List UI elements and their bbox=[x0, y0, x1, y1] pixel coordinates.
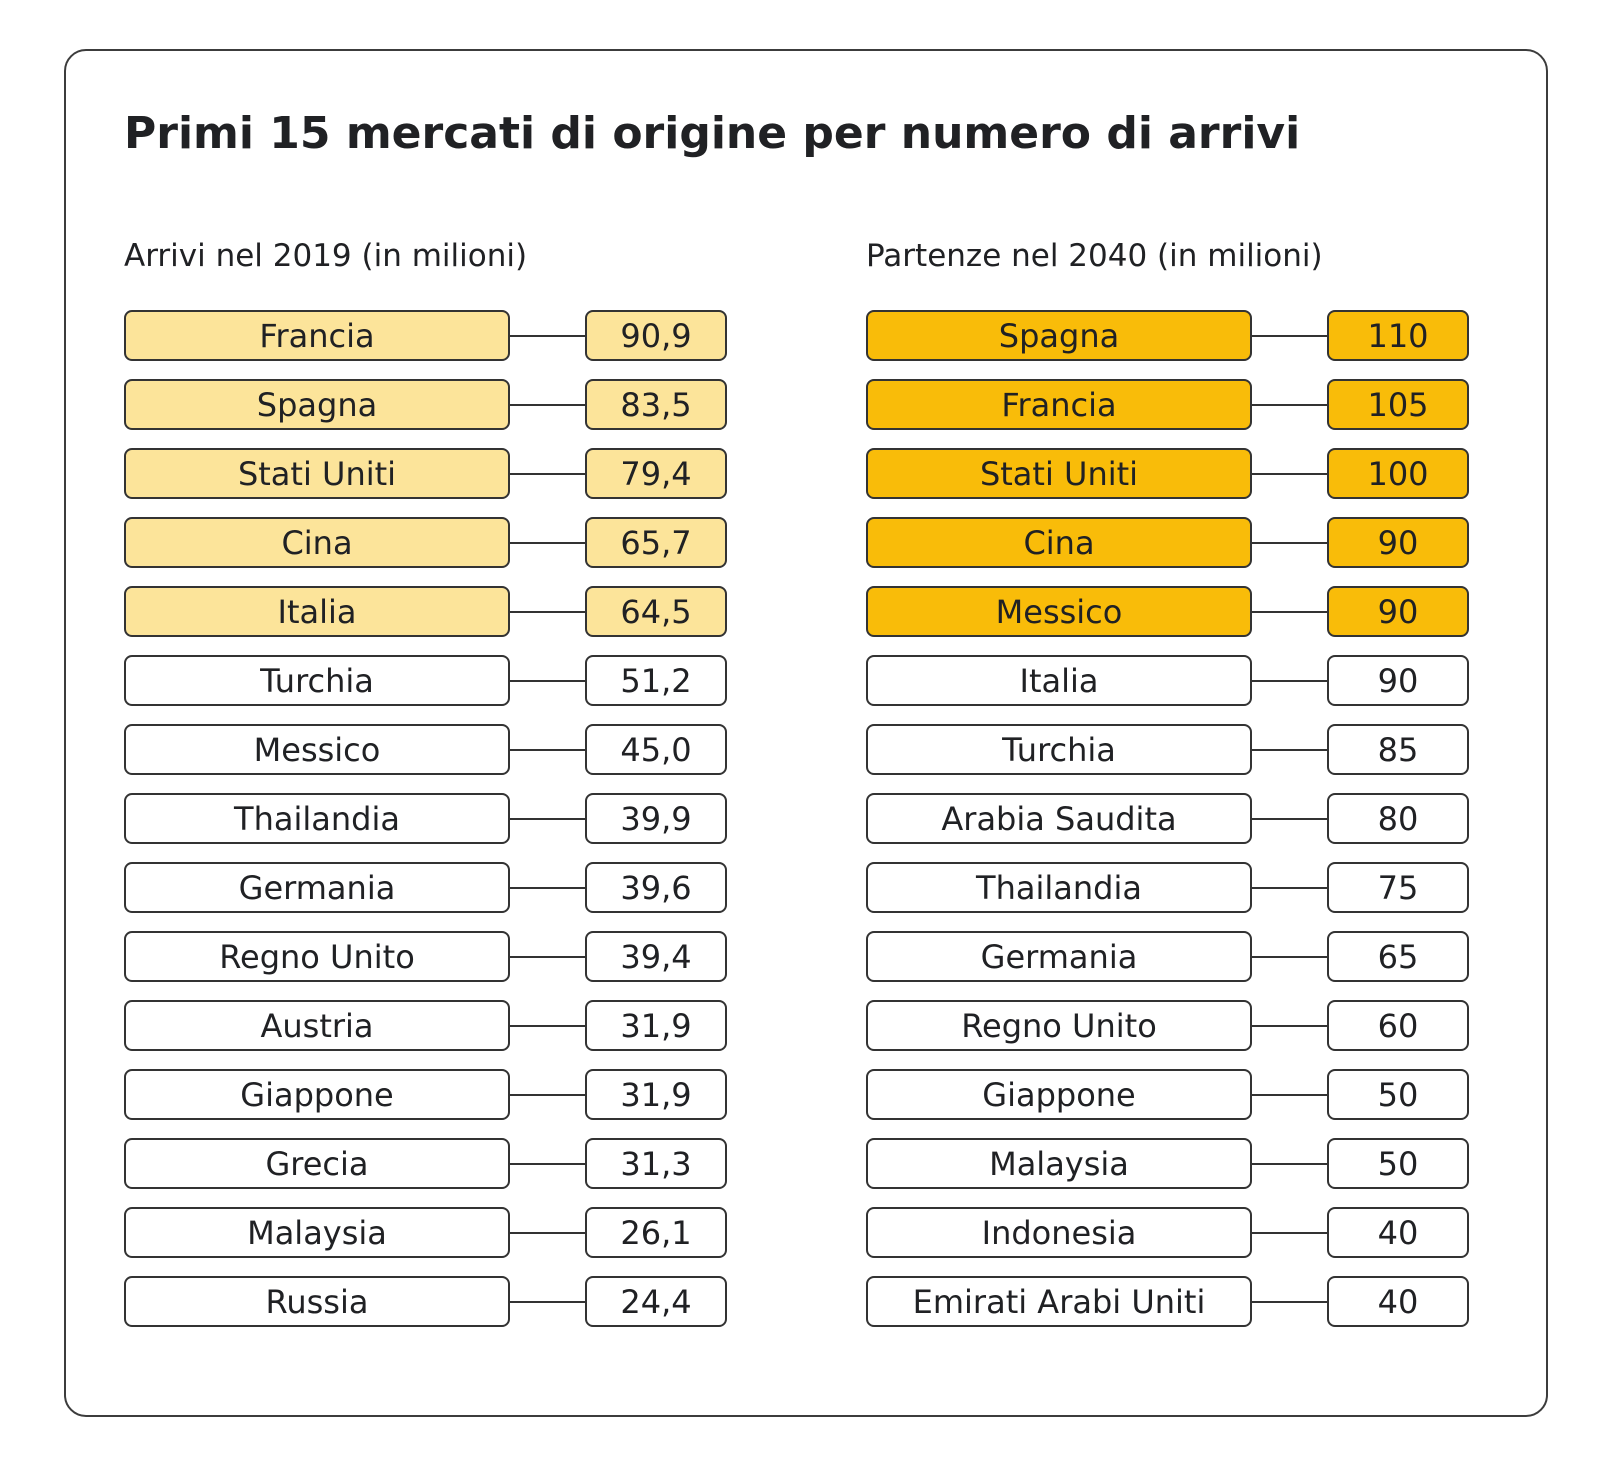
value-box: 64,5 bbox=[585, 586, 727, 637]
connector bbox=[1250, 542, 1328, 544]
value-box: 90 bbox=[1327, 655, 1469, 706]
connector bbox=[508, 680, 586, 682]
country-box: Regno Unito bbox=[124, 931, 510, 982]
connector bbox=[1250, 1163, 1328, 1165]
connector bbox=[508, 542, 586, 544]
country-box: Italia bbox=[124, 586, 510, 637]
connector bbox=[508, 335, 586, 337]
value-box: 45,0 bbox=[585, 724, 727, 775]
country-box: Germania bbox=[124, 862, 510, 913]
connector bbox=[1250, 404, 1328, 406]
country-box: Thailandia bbox=[866, 862, 1252, 913]
connector bbox=[1250, 680, 1328, 682]
country-box: Messico bbox=[124, 724, 510, 775]
connector bbox=[1250, 1301, 1328, 1303]
connector bbox=[508, 473, 586, 475]
value-box: 60 bbox=[1327, 1000, 1469, 1051]
connector bbox=[508, 887, 586, 889]
connector bbox=[508, 1094, 586, 1096]
value-box: 31,3 bbox=[585, 1138, 727, 1189]
value-box: 26,1 bbox=[585, 1207, 727, 1258]
connector bbox=[508, 956, 586, 958]
country-box: Regno Unito bbox=[866, 1000, 1252, 1051]
country-box: Spagna bbox=[866, 310, 1252, 361]
country-box: Giappone bbox=[124, 1069, 510, 1120]
column-heading: Arrivi nel 2019 (in milioni) bbox=[124, 238, 528, 274]
value-box: 40 bbox=[1327, 1276, 1469, 1327]
value-box: 83,5 bbox=[585, 379, 727, 430]
country-box: Emirati Arabi Uniti bbox=[866, 1276, 1252, 1327]
value-box: 39,9 bbox=[585, 793, 727, 844]
country-box: Malaysia bbox=[866, 1138, 1252, 1189]
value-box: 65 bbox=[1327, 931, 1469, 982]
connector bbox=[1250, 818, 1328, 820]
connector bbox=[508, 749, 586, 751]
country-box: Germania bbox=[866, 931, 1252, 982]
connector bbox=[508, 1163, 586, 1165]
country-box: Giappone bbox=[866, 1069, 1252, 1120]
value-box: 50 bbox=[1327, 1138, 1469, 1189]
country-box: Francia bbox=[866, 379, 1252, 430]
card bbox=[64, 49, 1548, 1417]
value-box: 31,9 bbox=[585, 1000, 727, 1051]
connector bbox=[1250, 887, 1328, 889]
connector bbox=[1250, 1094, 1328, 1096]
connector bbox=[508, 1301, 586, 1303]
country-box: Messico bbox=[866, 586, 1252, 637]
country-box: Arabia Saudita bbox=[866, 793, 1252, 844]
country-box: Cina bbox=[866, 517, 1252, 568]
value-box: 65,7 bbox=[585, 517, 727, 568]
value-box: 39,4 bbox=[585, 931, 727, 982]
value-box: 39,6 bbox=[585, 862, 727, 913]
country-box: Italia bbox=[866, 655, 1252, 706]
connector bbox=[508, 611, 586, 613]
value-box: 105 bbox=[1327, 379, 1469, 430]
country-box: Malaysia bbox=[124, 1207, 510, 1258]
country-box: Cina bbox=[124, 517, 510, 568]
value-box: 40 bbox=[1327, 1207, 1469, 1258]
column-heading: Partenze nel 2040 (in milioni) bbox=[866, 238, 1323, 274]
country-box: Indonesia bbox=[866, 1207, 1252, 1258]
connector bbox=[508, 818, 586, 820]
value-box: 75 bbox=[1327, 862, 1469, 913]
connector bbox=[1250, 473, 1328, 475]
connector bbox=[1250, 611, 1328, 613]
value-box: 90,9 bbox=[585, 310, 727, 361]
connector bbox=[1250, 749, 1328, 751]
value-box: 110 bbox=[1327, 310, 1469, 361]
connector bbox=[1250, 335, 1328, 337]
country-box: Russia bbox=[124, 1276, 510, 1327]
country-box: Stati Uniti bbox=[124, 448, 510, 499]
value-box: 24,4 bbox=[585, 1276, 727, 1327]
title: Primi 15 mercati di origine per numero d… bbox=[124, 108, 1301, 159]
connector bbox=[508, 1232, 586, 1234]
connector bbox=[1250, 1232, 1328, 1234]
country-box: Austria bbox=[124, 1000, 510, 1051]
country-box: Stati Uniti bbox=[866, 448, 1252, 499]
country-box: Turchia bbox=[866, 724, 1252, 775]
country-box: Thailandia bbox=[124, 793, 510, 844]
connector bbox=[508, 1025, 586, 1027]
value-box: 85 bbox=[1327, 724, 1469, 775]
value-box: 51,2 bbox=[585, 655, 727, 706]
value-box: 31,9 bbox=[585, 1069, 727, 1120]
value-box: 100 bbox=[1327, 448, 1469, 499]
country-box: Grecia bbox=[124, 1138, 510, 1189]
connector bbox=[1250, 956, 1328, 958]
country-box: Spagna bbox=[124, 379, 510, 430]
value-box: 90 bbox=[1327, 586, 1469, 637]
country-box: Turchia bbox=[124, 655, 510, 706]
value-box: 90 bbox=[1327, 517, 1469, 568]
value-box: 50 bbox=[1327, 1069, 1469, 1120]
value-box: 80 bbox=[1327, 793, 1469, 844]
connector bbox=[1250, 1025, 1328, 1027]
country-box: Francia bbox=[124, 310, 510, 361]
connector bbox=[508, 404, 586, 406]
value-box: 79,4 bbox=[585, 448, 727, 499]
